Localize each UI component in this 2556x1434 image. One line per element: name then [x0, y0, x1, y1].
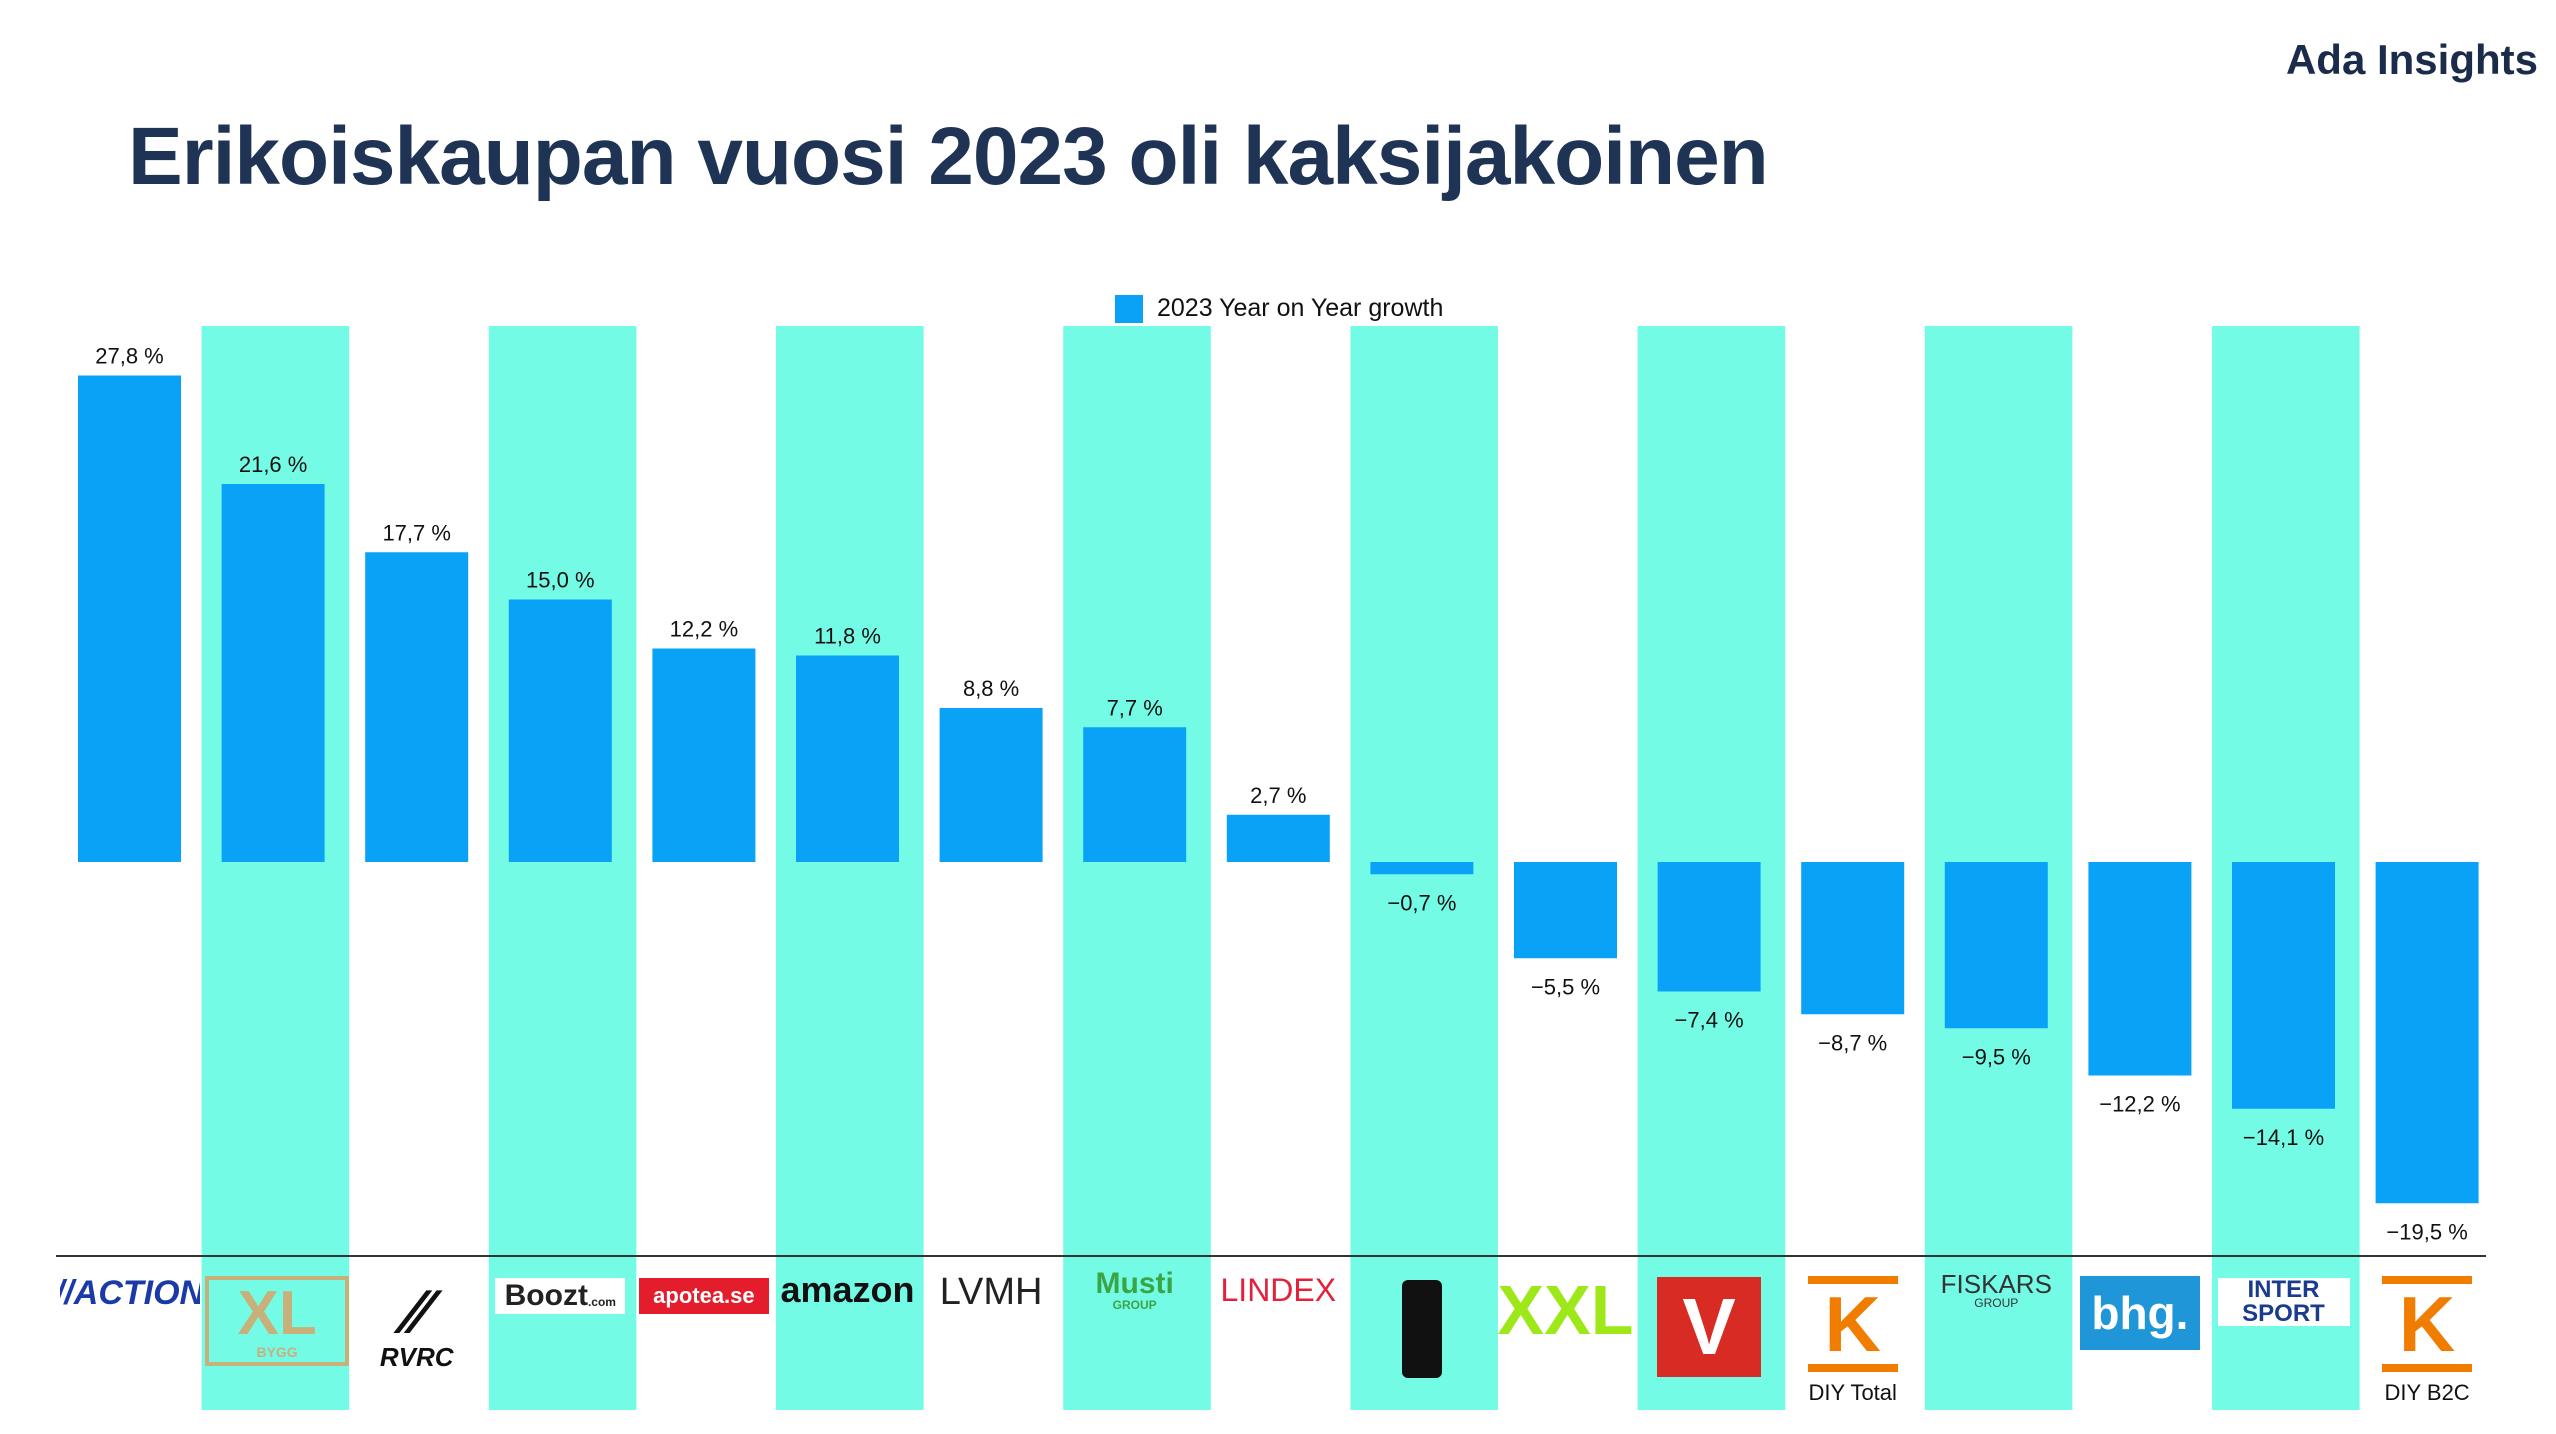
xl-bygg-logo-subtext: BYGG: [256, 1344, 298, 1360]
fiskars-logo: FISKARS GROUP: [1926, 1270, 2066, 1310]
xxl-logo: XXL: [1497, 1275, 1635, 1345]
intersport-logo: INTER SPORT: [2217, 1278, 2350, 1326]
kesko-diy-b2c-caption: DIY B2C: [2384, 1380, 2470, 1405]
bar-9: [1226, 814, 1330, 862]
varusteleka-logo: [1401, 1280, 1442, 1378]
bar-15: [2088, 862, 2192, 1076]
amazon-logo: amazon: [779, 1270, 917, 1310]
bar-16: [2232, 862, 2335, 1109]
bar-17: [2375, 862, 2479, 1204]
rvrc-mark-icon: ∕∕: [406, 1278, 428, 1347]
band-7: [1063, 326, 1211, 1410]
value-label-16: −14,1 %: [2243, 1125, 2324, 1150]
value-label-13: −8,7 %: [1818, 1030, 1887, 1055]
bar-4: [508, 599, 612, 862]
value-label-7: 8,8 %: [963, 676, 1019, 701]
kesko-logo: K: [2382, 1276, 2473, 1372]
value-label-9: 2,7 %: [1250, 783, 1306, 808]
verkkokauppa-logo-text: V: [1682, 1282, 1736, 1371]
bar-11: [1514, 862, 1617, 959]
action-logo-text: //ACTION: [59, 1273, 200, 1312]
kesko-logo: K: [1807, 1276, 1898, 1372]
lvmh-logo-text: LVMH: [939, 1272, 1043, 1312]
fiskars-logo-text: FISKARS: [1940, 1270, 2052, 1299]
boozt-logo-subtext: .com: [587, 1295, 616, 1309]
xl-bygg-logo: XL BYGG: [205, 1276, 350, 1366]
brand-name: Ada Insights: [2285, 36, 2538, 83]
xl-bygg-logo-text: XL: [237, 1279, 317, 1348]
bar-2: [221, 484, 325, 862]
value-label-8: 7,7 %: [1107, 695, 1163, 720]
value-label-14: −9,5 %: [1962, 1044, 2031, 1069]
legend-label: 2023 Year on Year growth: [1157, 294, 1444, 322]
verkkokauppa-logo: V: [1657, 1277, 1762, 1377]
bar-13: [1801, 862, 1905, 1015]
bar-6: [796, 655, 899, 862]
value-label-15: −12,2 %: [2099, 1092, 2180, 1117]
bar-10: [1370, 862, 1474, 875]
musti-logo: Musti GROUP: [1066, 1270, 1204, 1310]
legend-swatch: [1115, 294, 1143, 323]
rvrc-logo-text: RVRC: [379, 1342, 454, 1372]
band-3: [488, 326, 637, 1410]
value-label-4: 15,0 %: [526, 568, 595, 593]
fiskars-logo-subtext: GROUP: [1974, 1296, 2019, 1310]
apotea-logo: apotea.se: [638, 1278, 769, 1314]
xxl-logo-text: XXL: [1497, 1275, 1634, 1345]
bar-1: [78, 375, 181, 862]
value-label-6: 11,8 %: [814, 624, 881, 649]
band-5: [776, 326, 924, 1410]
value-label-10: −0,7 %: [1387, 890, 1456, 915]
value-label-1: 27,8 %: [95, 344, 164, 369]
apotea-logo-text: apotea.se: [653, 1283, 755, 1308]
bhg-logo: bhg.: [2079, 1276, 2200, 1350]
bar-14: [1944, 862, 2048, 1029]
lindex-logo-text: LINDEX: [1220, 1271, 1337, 1308]
boozt-logo: Boozt .com: [495, 1278, 626, 1314]
value-label-11: −5,5 %: [1531, 974, 1600, 999]
page-title: Erikoiskaupan vuosi 2023 oli kaksijakoin…: [128, 111, 1769, 202]
chart-legend: 2023 Year on Year growth: [1115, 294, 1443, 323]
kesko-diy-b2c-logo-text: K: [2398, 1279, 2456, 1368]
lvmh-logo: LVMH: [926, 1272, 1056, 1312]
bar-5: [652, 648, 756, 862]
bhg-logo-text: bhg.: [2091, 1287, 2189, 1339]
lindex-logo: LINDEX: [1209, 1270, 1347, 1310]
bar-8: [1083, 727, 1187, 862]
value-label-12: −7,4 %: [1675, 1008, 1744, 1033]
action-logo: //ACTION: [60, 1268, 200, 1318]
amazon-logo-text: amazon: [780, 1270, 915, 1310]
bar-7: [939, 708, 1043, 862]
kesko-diy-total-caption: DIY Total: [1808, 1380, 1897, 1405]
bar-3: [365, 552, 469, 862]
value-label-5: 12,2 %: [670, 617, 739, 642]
musti-logo-subtext: GROUP: [1112, 1298, 1157, 1310]
rvrc-logo: ∕∕ RVRC: [357, 1278, 477, 1374]
value-label-17: −19,5 %: [2386, 1219, 2467, 1244]
value-label-3: 17,7 %: [382, 520, 451, 545]
intersport-logo-text: INTER: [2247, 1278, 2320, 1303]
boozt-logo-text: Boozt: [504, 1279, 588, 1312]
intersport-logo-subtext: SPORT: [2242, 1300, 2325, 1326]
value-label-2: 21,6 %: [239, 452, 308, 477]
musti-logo-text: Musti: [1095, 1270, 1174, 1300]
kesko-diy-total-logo-text: K: [1824, 1279, 1881, 1368]
bar-12: [1657, 862, 1761, 992]
